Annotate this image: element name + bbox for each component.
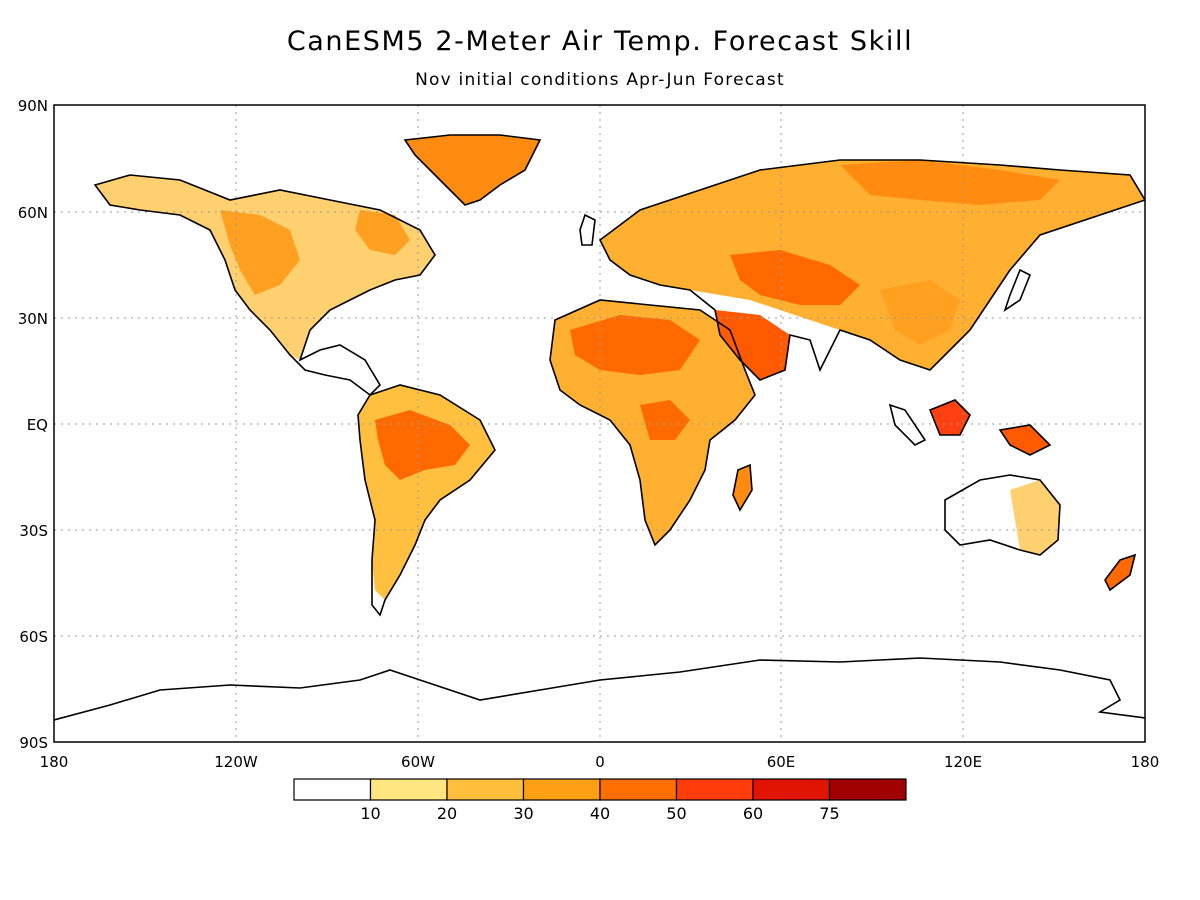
skill-congo bbox=[640, 400, 690, 440]
skill-canada-east bbox=[355, 210, 410, 255]
colorbar-label: 40 bbox=[590, 804, 610, 823]
lon-label: 60W bbox=[401, 753, 435, 771]
coast-new-guinea bbox=[998, 424, 1052, 456]
colorbar: 10 20 30 40 50 60 75 bbox=[293, 778, 907, 823]
coast-japan bbox=[1003, 268, 1032, 312]
coast-south-america bbox=[357, 384, 496, 617]
coastlines bbox=[54, 134, 1145, 721]
colorbar-swatch bbox=[828, 778, 907, 801]
lon-labels: 180 120W 60W 0 60E 120E 180 bbox=[40, 753, 1160, 771]
graticule bbox=[54, 105, 1145, 742]
skill-north-america-core bbox=[220, 210, 300, 295]
coast-greenland bbox=[403, 134, 542, 206]
lat-label: 60N bbox=[18, 204, 48, 222]
skill-central-asia bbox=[730, 250, 860, 305]
skill-new-zealand bbox=[1105, 555, 1135, 590]
skill-amazon bbox=[375, 410, 470, 480]
colorbar-swatch bbox=[369, 778, 448, 801]
skill-sahara bbox=[570, 315, 700, 375]
colorbar-label: 20 bbox=[437, 804, 457, 823]
lat-labels: 90N 60N 30N EQ 30S 60S 90S bbox=[18, 97, 48, 752]
colorbar-label: 30 bbox=[513, 804, 533, 823]
colorbar-swatch bbox=[522, 778, 601, 801]
map-subtitle: Nov initial conditions Apr-Jun Forecast bbox=[415, 70, 785, 90]
map-frame bbox=[53, 104, 1146, 743]
colorbar-label: 50 bbox=[666, 804, 686, 823]
coast-australia bbox=[944, 474, 1061, 556]
colorbar-swatch bbox=[675, 778, 754, 801]
colorbar-swatch bbox=[293, 778, 372, 801]
coast-north-america bbox=[93, 174, 436, 397]
coast-eurasia bbox=[598, 159, 1145, 381]
lat-label: 90N bbox=[18, 97, 48, 115]
colorbar-swatch bbox=[599, 778, 678, 801]
lat-label: 30S bbox=[19, 522, 48, 540]
lat-label: 30N bbox=[18, 310, 48, 328]
skill-borneo bbox=[930, 400, 970, 435]
skill-eurasia bbox=[600, 160, 1145, 370]
colorbar-label: 75 bbox=[819, 804, 839, 823]
skill-siberia bbox=[840, 160, 1060, 205]
map-title: CanESM5 2-Meter Air Temp. Forecast Skill bbox=[286, 26, 914, 57]
skill-arabia bbox=[715, 310, 790, 380]
skill-shading bbox=[95, 135, 1145, 600]
colorbar-label: 60 bbox=[743, 804, 763, 823]
lon-label: 0 bbox=[595, 753, 605, 771]
coast-africa bbox=[549, 299, 756, 547]
coast-madagascar bbox=[732, 463, 753, 512]
coast-sumatra bbox=[888, 403, 927, 446]
lon-label: 180 bbox=[40, 753, 69, 771]
lat-label: 90S bbox=[19, 734, 48, 752]
skill-australia bbox=[1010, 480, 1060, 555]
lat-label: EQ bbox=[27, 416, 48, 434]
coast-antarctica bbox=[54, 657, 1145, 721]
lon-label: 60E bbox=[767, 753, 796, 771]
colorbar-swatch bbox=[446, 778, 525, 801]
lon-label: 180 bbox=[1131, 753, 1160, 771]
lat-label: 60S bbox=[19, 628, 48, 646]
coast-uk bbox=[579, 213, 596, 246]
coast-borneo bbox=[928, 399, 971, 436]
colorbar-label: 10 bbox=[360, 804, 380, 823]
skill-east-asia bbox=[880, 280, 960, 345]
lon-label: 120E bbox=[944, 753, 982, 771]
skill-madagascar bbox=[733, 465, 752, 510]
colorbar-swatch bbox=[752, 778, 831, 801]
lon-label: 120W bbox=[214, 753, 258, 771]
skill-greenland bbox=[405, 135, 540, 205]
coast-new-zealand bbox=[1104, 553, 1137, 592]
